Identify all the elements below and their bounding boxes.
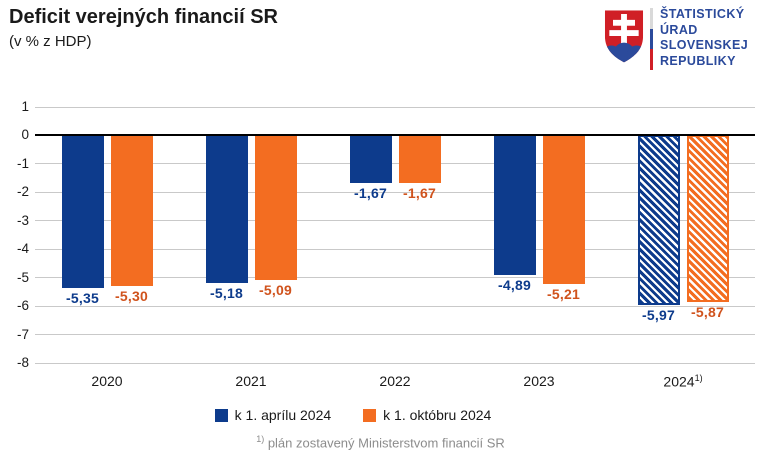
value-label-2021-october: -5,09 (259, 282, 292, 299)
y-tick-label--7: -7 (16, 326, 29, 342)
value-label-2021-april: -5,18 (210, 284, 243, 301)
x-label-2023: 2023 (523, 373, 555, 389)
value-label-2022-april: -1,67 (354, 184, 387, 201)
bar-2022-april (349, 135, 392, 183)
x-label-2022: 2022 (379, 373, 411, 389)
legend-label-october: k 1. októbru 2024 (383, 407, 492, 423)
y-tick-label--1: -1 (16, 155, 29, 171)
legend: k 1. aprílu 2024 k 1. októbru 2024 (0, 407, 706, 423)
value-label-2024-april: -5,97 (642, 307, 675, 324)
logo-text: ŠTATISTICKÝ ÚRAD SLOVENSKEJ REPUBLIKY (660, 7, 748, 69)
gridline-1 (35, 106, 755, 108)
divider-white-segment (650, 8, 653, 29)
gridline-0 (35, 134, 755, 137)
gridline--1 (35, 163, 755, 165)
bar-2024-october (686, 135, 729, 303)
gridline--7 (35, 334, 755, 336)
page-subtitle: (v % z HDP) (9, 33, 92, 50)
y-axis-ticks: 1 0 -1 -2 -3 -4 -5 -6 -7 -8 (0, 99, 29, 370)
gridline--6 (35, 305, 755, 307)
footnote: 1) plán zostavený Ministerstvom financií… (0, 434, 761, 450)
footnote-superscript: 1) (256, 434, 265, 444)
value-label-2020-october: -5,30 (115, 288, 148, 305)
legend-swatch-april (214, 408, 228, 422)
legend-swatch-october (363, 408, 377, 422)
bar-2023-october (542, 135, 585, 284)
logo-text-line: SLOVENSKEJ (660, 38, 749, 52)
value-label-2024-october: -5,87 (691, 304, 724, 321)
legend-label-april: k 1. aprílu 2024 (234, 407, 332, 423)
x-label-2024: 20241) (663, 373, 703, 390)
value-label-2020-april: -5,35 (66, 289, 99, 306)
page-title: Deficit verejných financií SR (9, 6, 278, 28)
gridline--8 (35, 362, 755, 364)
divider-blue-segment (650, 28, 653, 50)
bar-2022-october (398, 135, 441, 183)
value-label-2022-october: -1,67 (403, 184, 436, 201)
bar-2020-april (61, 135, 104, 288)
x-axis-labels: 2020 2021 2022 2023 20241) (35, 373, 755, 393)
y-tick-label--6: -6 (16, 298, 29, 314)
bar-2024-april (637, 135, 680, 306)
x-label-2021: 2021 (235, 373, 267, 389)
slovak-coat-of-arms-icon (604, 10, 644, 63)
footnote-text: plán zostavený Ministerstvom financií SR (264, 435, 505, 451)
y-tick-label-0: 0 (21, 127, 29, 143)
logo-text-line: REPUBLIKY (660, 53, 736, 68)
y-tick-label-1: 1 (21, 99, 29, 114)
plot-area: -5,35 -5,18 -1,67 -4,89 -5,97 -5,30 -5,09 -1,67… (35, 106, 755, 364)
y-tick-label--3: -3 (16, 212, 29, 228)
statistical-office-logo: ŠTATISTICKÝ ÚRAD SLOVENSKEJ REPUBLIKY (600, 6, 758, 78)
logo-text-line: ŠTATISTICKÝ (660, 7, 745, 21)
gridline--2 (35, 191, 755, 193)
bar-2020-october (110, 135, 153, 287)
gridline--4 (35, 248, 755, 250)
value-label-2023-april: -4,89 (498, 276, 531, 293)
logo-tricolor-divider (650, 8, 653, 70)
y-tick-label--5: -5 (16, 269, 29, 285)
y-tick-label--8: -8 (16, 355, 29, 370)
y-tick-label--2: -2 (16, 184, 29, 200)
y-tick-label--4: -4 (16, 241, 29, 257)
gridline--3 (35, 220, 755, 222)
gridline--5 (35, 277, 755, 279)
legend-item-april: k 1. aprílu 2024 (214, 407, 332, 423)
legend-item-october: k 1. októbru 2024 (363, 407, 491, 423)
x-label-superscript: 1) (694, 373, 703, 383)
value-label-2023-october: -5,21 (547, 285, 580, 302)
bar-2023-april (493, 135, 536, 275)
bar-2021-april (205, 135, 248, 283)
logo-text-line: ÚRAD (660, 22, 698, 37)
divider-red-segment (650, 49, 653, 70)
bar-2021-october (254, 135, 297, 281)
x-label-2020: 2020 (91, 373, 123, 389)
